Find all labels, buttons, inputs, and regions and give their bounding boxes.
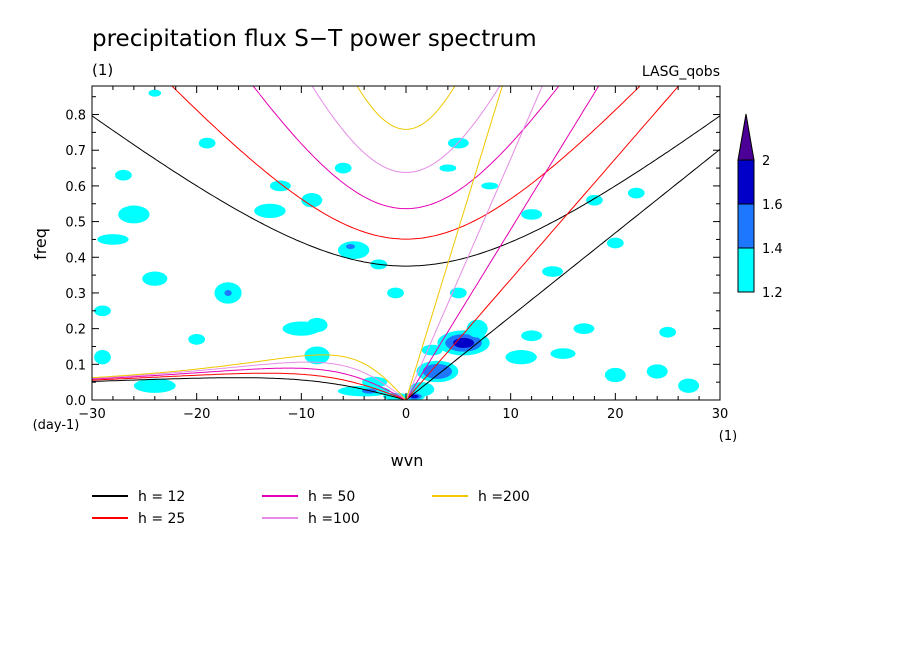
power-patch-35-level-1 xyxy=(188,333,206,345)
curve-inertia-gravity-h200 xyxy=(356,86,456,130)
axes: −30 −20 −10 0 10 20 30 0.0 0.1 0.2 0.3 0.4 0.5 0.6 0.7… xyxy=(65,86,728,422)
power-patch-40-level-1 xyxy=(481,182,499,190)
power-patch-43-level-1 xyxy=(627,187,645,199)
power-patch-33-level-1 xyxy=(133,378,176,393)
y-tick-label-1: 0.1 xyxy=(65,358,86,373)
y-tick-label-6: 0.6 xyxy=(65,180,86,195)
power-patch-34-level-1 xyxy=(94,350,111,365)
plot-frame xyxy=(91,85,721,401)
colorbar-label-3: 2 xyxy=(762,154,770,169)
curve-rossby-h100 xyxy=(92,361,407,400)
power-patch-12-level-2 xyxy=(224,289,232,296)
power-patch-19-level-1 xyxy=(301,193,323,208)
power-patch-24-level-1 xyxy=(542,266,563,277)
power-patch-28-level-1 xyxy=(573,323,595,334)
curve-inertia-gravity-h100 xyxy=(311,86,501,173)
legend-label-h100: h =100 xyxy=(308,511,360,527)
power-patch-21-level-1 xyxy=(198,137,216,149)
x-tick-label-1: −20 xyxy=(183,407,210,422)
chart-title: precipitation flux S−T power spectrum xyxy=(92,26,537,52)
curve-kelvin-h12 xyxy=(405,148,720,400)
colorbar-segment-1 xyxy=(737,203,755,249)
power-patch-29-level-1 xyxy=(604,367,626,383)
curve-kelvin-h100 xyxy=(405,86,543,400)
power-patch-47-level-1 xyxy=(362,376,388,388)
colorbar-extend-triangle xyxy=(737,113,755,161)
y-tick-label-0: 0.0 xyxy=(65,394,86,409)
curve-kelvin-h25 xyxy=(405,86,680,400)
x-tick-label-4: 10 xyxy=(502,407,519,422)
curve-inertia-gravity-h12 xyxy=(92,115,720,267)
y-tick-label-4: 0.4 xyxy=(65,251,86,266)
power-patch-3-level-1 xyxy=(466,319,488,338)
curve-rossby-h50 xyxy=(92,367,407,400)
power-patch-23-level-1 xyxy=(521,209,543,220)
power-patch-17-level-1 xyxy=(142,271,168,286)
y-axis-label: freq xyxy=(31,228,50,260)
x-tick-label-3: 0 xyxy=(402,407,410,422)
power-patch-15-level-1 xyxy=(118,205,150,224)
y-tick-label-5: 0.5 xyxy=(65,216,86,231)
legend-label-h50: h = 50 xyxy=(308,489,355,505)
chart-subtitle-left: (1) xyxy=(92,61,113,79)
power-patch-38-level-1 xyxy=(148,89,162,97)
power-patch-30-level-1 xyxy=(646,364,668,379)
power-patch-42-level-1 xyxy=(586,194,603,206)
curve-kelvin-h200 xyxy=(405,86,503,400)
legend-label-h200: h =200 xyxy=(478,489,530,505)
power-patch-20-level-1 xyxy=(269,180,291,192)
y-tick-label-8: 0.8 xyxy=(65,109,86,124)
colorbar-label-0: 1.2 xyxy=(762,286,783,301)
curve-kelvin-h50 xyxy=(405,86,600,400)
legend-label-h12: h = 12 xyxy=(138,489,185,505)
x-tick-label-5: 20 xyxy=(607,407,624,422)
y-tick-label-3: 0.3 xyxy=(65,287,86,302)
curve-rossby-h25 xyxy=(92,372,407,400)
curve-inertia-gravity-h50 xyxy=(252,86,560,210)
power-patch-46-level-1 xyxy=(334,162,352,174)
x-axis-label: wvn xyxy=(391,451,424,470)
power-patch-39-level-1 xyxy=(439,164,457,172)
x-tick-label-2: −10 xyxy=(288,407,315,422)
colorbar-label-2: 1.6 xyxy=(762,198,783,213)
x-unit-label: (1) xyxy=(719,429,737,444)
power-patch-45-level-1 xyxy=(387,287,404,299)
colorbar-segment-2 xyxy=(737,159,755,205)
y-tick-label-7: 0.7 xyxy=(65,144,86,159)
power-patches xyxy=(94,89,700,400)
power-patch-41-level-1 xyxy=(606,237,624,249)
power-patch-4-level-3 xyxy=(410,394,419,399)
power-patch-18-level-1 xyxy=(254,203,286,219)
legend: h = 12 h = 25 h = 50 h =100 h =200 xyxy=(92,489,530,527)
power-patch-25-level-1 xyxy=(505,350,537,365)
power-patch-0-level-3 xyxy=(453,337,475,348)
y-unit-label: (day-1) xyxy=(33,418,80,433)
x-tick-label-0: −30 xyxy=(78,407,105,422)
power-patch-32-level-1 xyxy=(678,378,700,393)
curve-rossby-h12 xyxy=(92,377,407,400)
colorbar-segment-0 xyxy=(737,247,755,293)
legend-label-h25: h = 25 xyxy=(138,511,185,527)
power-patch-16-level-1 xyxy=(97,234,129,245)
power-patch-37-level-1 xyxy=(115,169,132,181)
curve-inertia-gravity-h25 xyxy=(171,86,641,240)
power-patch-9-level-2 xyxy=(346,244,355,250)
power-patch-31-level-1 xyxy=(659,326,677,338)
dispersion-curves xyxy=(92,86,720,400)
chart-subtitle-right: LASG_qobs xyxy=(642,64,720,80)
y-tick-label-2: 0.2 xyxy=(65,323,86,338)
power-patch-36-level-1 xyxy=(94,305,111,317)
curve-rossby-h200 xyxy=(92,354,407,400)
colorbar: 1.2 1.4 1.6 2 xyxy=(737,113,783,301)
power-patch-26-level-1 xyxy=(550,348,576,359)
power-patch-1-level-2 xyxy=(422,363,453,379)
power-patch-27-level-1 xyxy=(521,330,543,342)
colorbar-label-1: 1.4 xyxy=(762,242,783,257)
power-patch-14-level-1 xyxy=(306,317,328,333)
x-tick-label-6: 30 xyxy=(712,407,729,422)
